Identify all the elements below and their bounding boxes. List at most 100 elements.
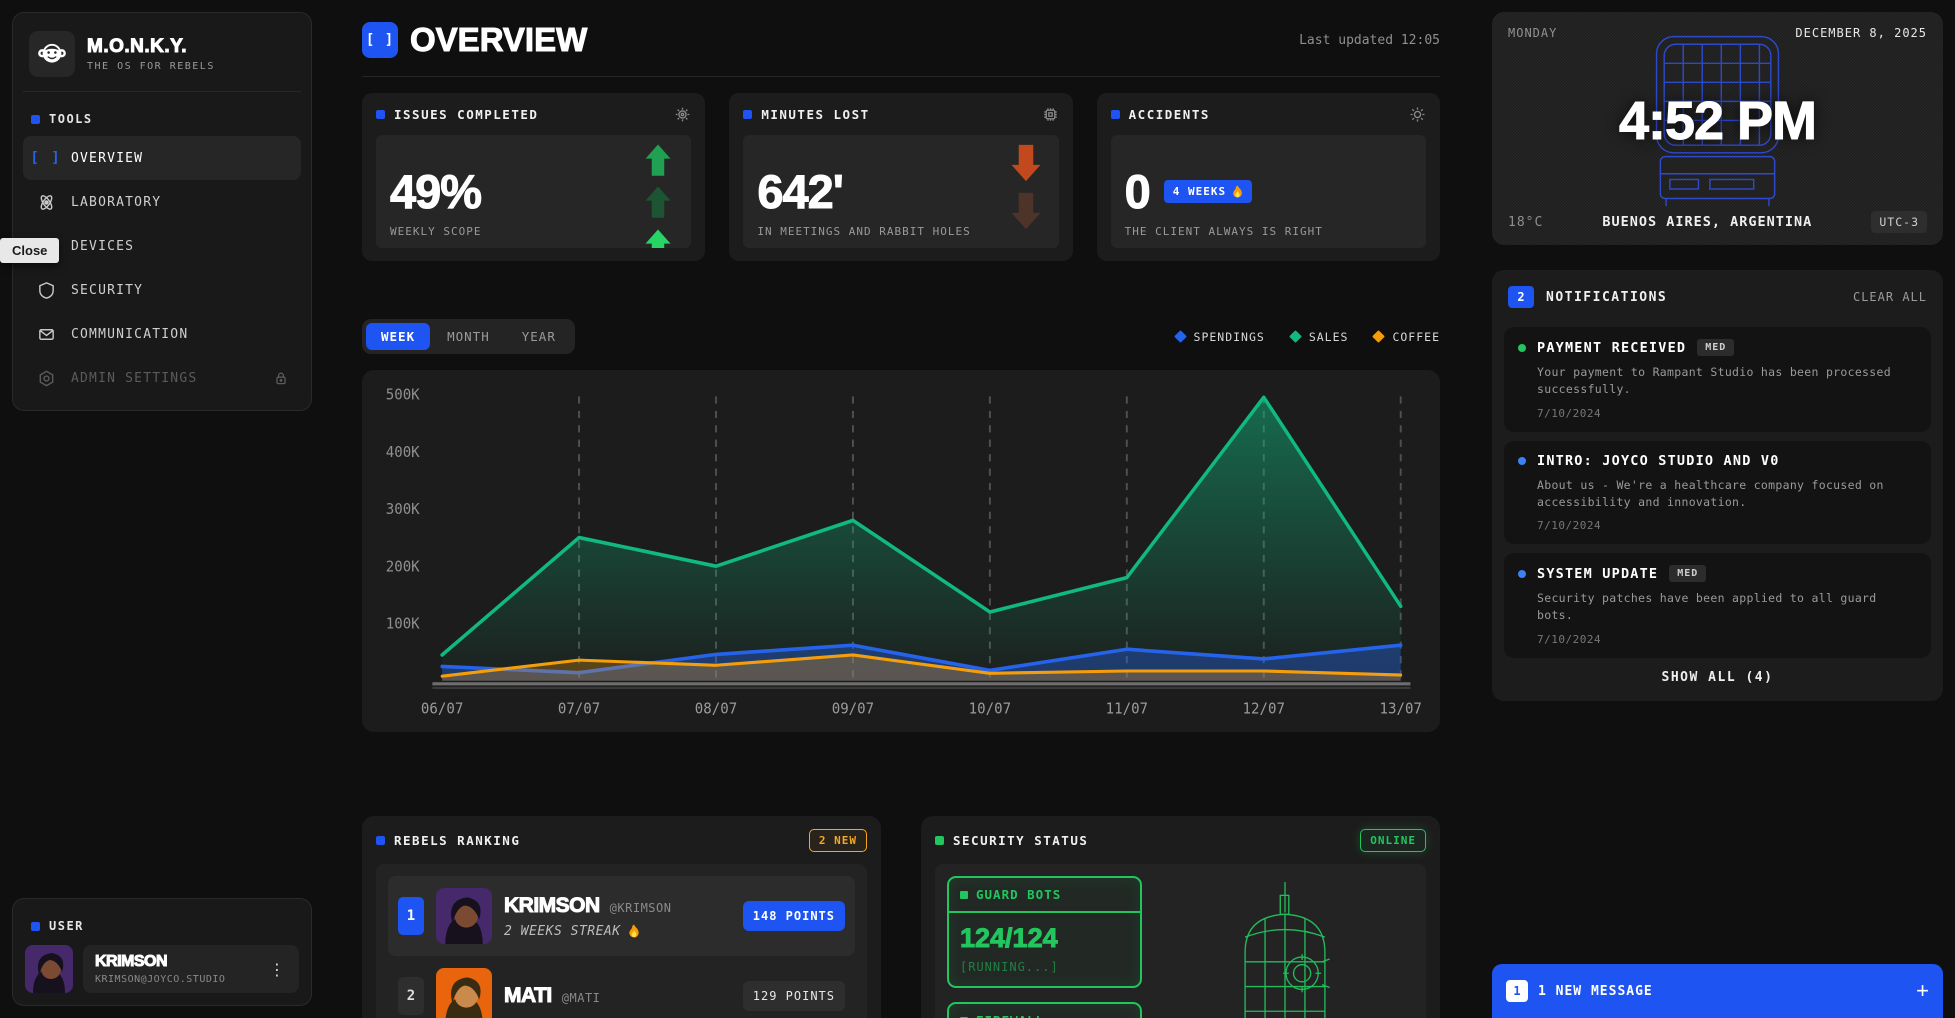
area-chart-svg: 100K 200K 300K 400K 500K 06/07 07/07 08/07 09/07… (386, 387, 1422, 718)
points-badge: 148 POINTS (742, 901, 845, 931)
notification-item[interactable]: SYSTEM UPDATE MED Security patches have be… (1504, 553, 1931, 658)
bottom-row: REBELS RANKING 2 NEW 1 KRIMSON @KRIMSON 2 W… (362, 816, 1440, 1018)
nav-item-label: COMMUNICATION (71, 326, 189, 342)
plus-icon[interactable]: + (1916, 978, 1929, 1003)
sun-gear-icon[interactable] (1409, 106, 1426, 123)
notification-title: INTRO: JOYCO STUDIO AND V0 (1537, 452, 1780, 469)
clock-time: 4:52 PM (1618, 91, 1817, 152)
message-count-badge: 1 (1506, 980, 1528, 1002)
legend-swatch (1173, 330, 1187, 343)
close-tooltip: Close (0, 238, 60, 263)
mail-icon (38, 328, 54, 340)
stats-row: ISSUES COMPLETED 49% WE (362, 93, 1440, 261)
kebab-menu-icon[interactable]: ⋮ (269, 959, 285, 979)
user-email: KRIMSON@JOYCO.STUDIO (95, 974, 226, 985)
sidebar-nav-card: M.O.N.K.Y. THE OS FOR REBELS TOOLS [ ] OV… (12, 12, 312, 411)
firewall-box: FIREWALL 99.9% (947, 1002, 1142, 1018)
app-logo[interactable]: M.O.N.K.Y. THE OS FOR REBELS (23, 23, 301, 92)
sidebar-item-devices[interactable]: DEVICES (23, 224, 301, 268)
tab-month[interactable]: MONTH (447, 329, 490, 344)
guard-bots-box: GUARD BOTS 124/124 [RUNNING...] (947, 876, 1142, 988)
tab-week[interactable]: WEEK (366, 323, 431, 350)
card-bullet (376, 110, 385, 119)
stat-value: 642' (757, 165, 845, 218)
notification-list: PAYMENT RECEIVED MED Your payment to Rampa… (1504, 327, 1931, 658)
user-panel: KRIMSON KRIMSON@JOYCO.STUDIO ⋮ (83, 945, 299, 993)
sidebar-item-overview[interactable]: [ ] OVERVIEW (23, 136, 301, 180)
ranking-row-krimson[interactable]: 1 KRIMSON @KRIMSON 2 WEEKS STREAK 148 POINT… (388, 876, 855, 956)
brackets-icon: [ ] (30, 150, 62, 166)
notification-date: 7/10/2024 (1537, 519, 1602, 532)
ranking-row-mati[interactable]: 2 MATI @MATI 129 POINTS (388, 956, 855, 1018)
legend-sales[interactable]: SALES (1288, 329, 1349, 344)
temperature: 18°C (1508, 214, 1544, 230)
app-title: M.O.N.K.Y. (87, 36, 188, 58)
cpu-icon[interactable] (1042, 106, 1059, 123)
security-panel: GUARD BOTS 124/124 [RUNNING...] FIREWALL… (935, 864, 1426, 1018)
clock-day: MONDAY (1508, 26, 1558, 40)
card-bullet (1110, 110, 1120, 119)
notification-date: 7/10/2024 (1537, 632, 1602, 646)
up-arrows (641, 143, 675, 248)
legend-label: SALES (1308, 329, 1349, 344)
down-arrows (1009, 143, 1043, 248)
avatar (25, 945, 73, 993)
down-arrow-icon (1011, 144, 1041, 182)
tab-year[interactable]: YEAR (521, 329, 556, 344)
clear-all-button[interactable]: CLEAR ALL (1852, 290, 1927, 304)
user-section-label: USER (23, 909, 301, 943)
priority-tag: MED (1669, 565, 1707, 582)
tools-section-label: TOOLS (23, 102, 301, 136)
rebel-handle: @KRIMSON (609, 900, 672, 915)
nav-item-label: OVERVIEW (71, 150, 144, 166)
main-header: [ ] OVERVIEW Last updated 12:05 (362, 12, 1440, 68)
tools-label-text: TOOLS (49, 112, 93, 126)
user-label-text: USER (49, 919, 84, 933)
svg-text:10/07: 10/07 (969, 701, 1011, 717)
notification-body: About us - We're a healthcare company fo… (1537, 477, 1884, 509)
atom-icon (40, 194, 52, 210)
legend-coffee[interactable]: COFFEE (1372, 330, 1440, 344)
settings-gear-icon[interactable] (674, 106, 691, 123)
app-subtitle: THE OS FOR REBELS (87, 61, 215, 72)
nav-item-label: DEVICES (71, 238, 135, 254)
show-all-button[interactable]: SHOW ALL (4) (1661, 669, 1774, 685)
svg-text:300K: 300K (386, 502, 420, 518)
notification-title: PAYMENT RECEIVED (1537, 339, 1687, 356)
stat-panel: 49% WEEKLY SCOPE (376, 135, 692, 248)
notifications-title: NOTIFICATIONS (1546, 289, 1668, 305)
svg-text:06/07: 06/07 (421, 701, 463, 717)
legend-spendings[interactable]: SPENDINGS (1173, 329, 1265, 344)
sidebar-item-communication[interactable]: COMMUNICATION (23, 312, 301, 356)
firewall-label: FIREWALL (976, 1013, 1044, 1018)
chart-controls: WEEK MONTH YEAR SPENDINGS SALES COFFEE (362, 319, 1440, 354)
streak-badge-text: 4 WEEKS (1172, 185, 1227, 198)
svg-text:09/07: 09/07 (832, 701, 874, 717)
up-arrow-icon (645, 144, 671, 176)
rebel-name: MATI (504, 984, 553, 1008)
sidebar-item-security[interactable]: SECURITY (23, 268, 301, 312)
flame-icon (628, 924, 639, 938)
chart-range-tabs: WEEK MONTH YEAR (362, 319, 575, 354)
notification-item[interactable]: INTRO: JOYCO STUDIO AND V0 About us - We'… (1504, 440, 1931, 544)
chart-card: 100K 200K 300K 400K 500K 06/07 07/07 08/07 09/07… (362, 370, 1440, 732)
stat-card-minutes-lost: MINUTES LOST 642' IN MEETINGS AND RA (729, 93, 1073, 261)
user-name: KRIMSON (95, 953, 169, 971)
notification-date: 7/10/2024 (1537, 406, 1602, 420)
lock-icon (276, 372, 286, 385)
card-bullet (376, 836, 385, 845)
sidebar-item-laboratory[interactable]: LABORATORY (23, 180, 301, 224)
flame-icon (1233, 185, 1242, 198)
sidebar-item-admin-settings[interactable]: ADMIN SETTINGS (23, 356, 301, 400)
stat-card-accidents: ACCIDENTS 0 4 WEEKS (1096, 93, 1440, 261)
down-arrow-icon (1011, 192, 1041, 230)
new-message-bar[interactable]: 1 1 NEW MESSAGE + (1492, 964, 1943, 1018)
legend-label: SPENDINGS (1193, 329, 1265, 344)
sidebar-nav: [ ] OVERVIEW LABORATORY DEVICES SECURITY COMM… (23, 136, 301, 400)
stat-caption: THE CLIENT ALWAYS IS RIGHT (1124, 225, 1323, 238)
streak-text: 2 WEEKS STREAK (504, 924, 731, 939)
streak-badge: 4 WEEKS (1163, 180, 1253, 203)
notification-item[interactable]: PAYMENT RECEIVED MED Your payment to Rampa… (1504, 327, 1931, 432)
last-updated: Last updated 12:05 (1299, 32, 1440, 48)
user-profile[interactable]: KRIMSON KRIMSON@JOYCO.STUDIO ⋮ (23, 943, 301, 995)
